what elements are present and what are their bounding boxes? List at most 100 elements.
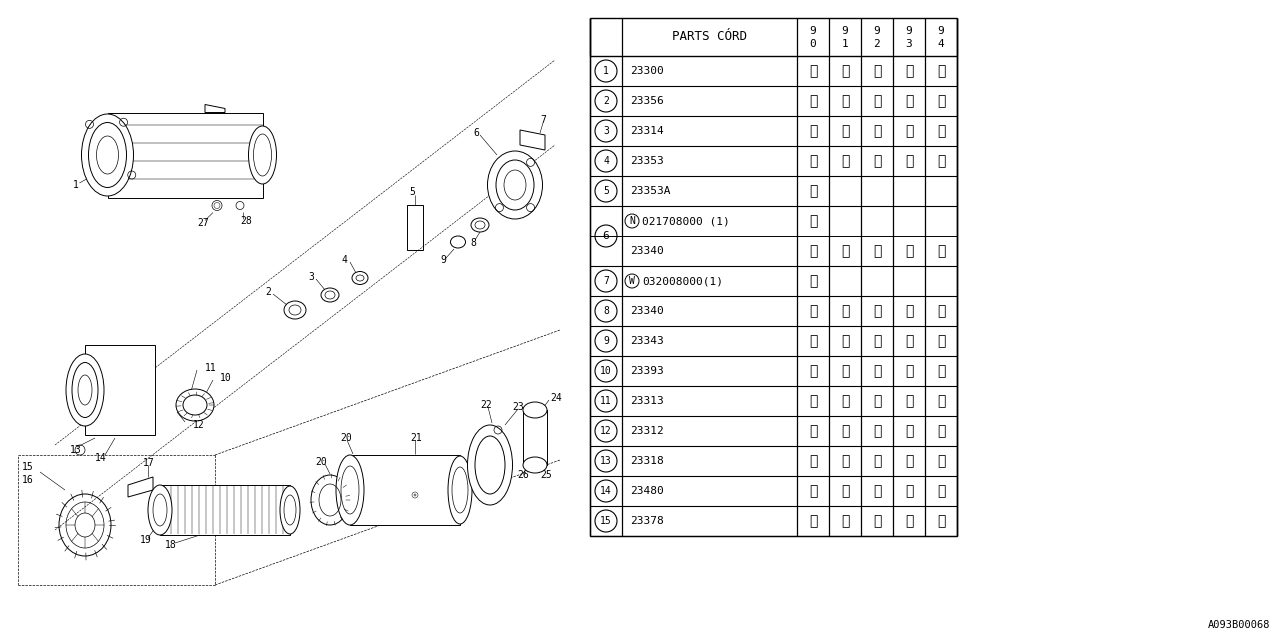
Text: ⁎: ⁎ <box>873 94 881 108</box>
Text: 23340: 23340 <box>630 246 664 256</box>
Text: 28: 28 <box>241 216 252 225</box>
Text: N: N <box>628 216 635 226</box>
FancyBboxPatch shape <box>349 455 460 525</box>
Ellipse shape <box>352 271 369 285</box>
Text: ⁎: ⁎ <box>937 64 945 78</box>
Text: ⁎: ⁎ <box>809 214 817 228</box>
Text: 19: 19 <box>140 535 152 545</box>
Ellipse shape <box>67 354 104 426</box>
Text: ⁎: ⁎ <box>841 154 849 168</box>
Text: ⁎: ⁎ <box>809 394 817 408</box>
Text: 6: 6 <box>474 128 479 138</box>
Text: ⁎: ⁎ <box>937 154 945 168</box>
Text: ⁎: ⁎ <box>937 94 945 108</box>
Ellipse shape <box>335 455 364 525</box>
Text: ⁎: ⁎ <box>841 394 849 408</box>
Text: ⁎: ⁎ <box>937 124 945 138</box>
Ellipse shape <box>524 402 547 418</box>
Text: 25: 25 <box>540 470 552 480</box>
Ellipse shape <box>524 457 547 473</box>
Text: 23353: 23353 <box>630 156 664 166</box>
Text: ⁎: ⁎ <box>841 454 849 468</box>
Text: ⁎: ⁎ <box>905 514 913 528</box>
Text: 13: 13 <box>70 445 82 455</box>
Text: 7: 7 <box>603 276 609 286</box>
Text: ⁎: ⁎ <box>937 424 945 438</box>
Text: ⁎: ⁎ <box>809 364 817 378</box>
Text: 1: 1 <box>842 39 849 49</box>
Text: 8: 8 <box>603 306 609 316</box>
Text: ⁎: ⁎ <box>841 304 849 318</box>
Text: 4: 4 <box>938 39 945 49</box>
Text: 24: 24 <box>550 393 562 403</box>
Text: 2: 2 <box>603 96 609 106</box>
Text: 9: 9 <box>810 26 817 36</box>
Text: ⁎: ⁎ <box>873 364 881 378</box>
Text: 2: 2 <box>265 287 271 297</box>
Text: 15: 15 <box>22 462 33 472</box>
Ellipse shape <box>311 475 349 525</box>
Ellipse shape <box>475 436 506 494</box>
Text: ⁎: ⁎ <box>905 304 913 318</box>
Text: ⁎: ⁎ <box>905 364 913 378</box>
Text: 23313: 23313 <box>630 396 664 406</box>
Text: 12: 12 <box>193 420 205 430</box>
Text: 5: 5 <box>603 186 609 196</box>
Text: 23378: 23378 <box>630 516 664 526</box>
Text: ⁎: ⁎ <box>905 94 913 108</box>
Text: ⁎: ⁎ <box>905 154 913 168</box>
Text: 20: 20 <box>340 433 352 443</box>
Text: W: W <box>628 276 635 286</box>
FancyBboxPatch shape <box>84 345 155 435</box>
Text: ⁎: ⁎ <box>841 244 849 258</box>
Text: 2: 2 <box>874 39 881 49</box>
Text: 15: 15 <box>600 516 612 526</box>
Text: 9: 9 <box>874 26 881 36</box>
Text: ⁎: ⁎ <box>809 514 817 528</box>
Text: ⁎: ⁎ <box>809 94 817 108</box>
Text: ⁎: ⁎ <box>873 124 881 138</box>
Ellipse shape <box>177 389 214 421</box>
Text: 12: 12 <box>600 426 612 436</box>
Text: ⁎: ⁎ <box>873 484 881 498</box>
Ellipse shape <box>148 485 172 535</box>
Text: 17: 17 <box>143 458 155 468</box>
Text: ⁎: ⁎ <box>841 364 849 378</box>
Text: 11: 11 <box>600 396 612 406</box>
FancyBboxPatch shape <box>108 113 262 198</box>
Text: ⁎: ⁎ <box>809 64 817 78</box>
Text: ⁎: ⁎ <box>937 514 945 528</box>
Text: 23356: 23356 <box>630 96 664 106</box>
Text: 8: 8 <box>470 238 476 248</box>
Text: ⁎: ⁎ <box>873 64 881 78</box>
Text: 21: 21 <box>410 433 421 443</box>
Text: ⁎: ⁎ <box>809 244 817 258</box>
Text: 18: 18 <box>165 540 177 550</box>
Text: 27: 27 <box>197 218 209 227</box>
Text: 9: 9 <box>440 255 445 265</box>
Text: ⁎: ⁎ <box>841 94 849 108</box>
Text: 7: 7 <box>540 115 545 125</box>
Text: 23: 23 <box>512 402 524 412</box>
Text: ⁎: ⁎ <box>809 124 817 138</box>
Ellipse shape <box>448 456 472 524</box>
Text: ⁎: ⁎ <box>841 424 849 438</box>
Text: 10: 10 <box>600 366 612 376</box>
Text: 23343: 23343 <box>630 336 664 346</box>
Text: 14: 14 <box>95 453 106 463</box>
Text: 23353A: 23353A <box>630 186 671 196</box>
Text: ⁎: ⁎ <box>809 304 817 318</box>
Text: ⁎: ⁎ <box>937 454 945 468</box>
Text: PARTS CÓRD: PARTS CÓRD <box>672 31 748 44</box>
Ellipse shape <box>82 114 133 196</box>
Text: ⁎: ⁎ <box>841 124 849 138</box>
Text: 9: 9 <box>906 26 913 36</box>
Text: ⁎: ⁎ <box>905 454 913 468</box>
Text: ⁎: ⁎ <box>937 484 945 498</box>
Text: 23340: 23340 <box>630 306 664 316</box>
Text: 4: 4 <box>342 255 348 265</box>
Text: ⁎: ⁎ <box>841 334 849 348</box>
Text: 6: 6 <box>603 231 609 241</box>
Text: ⁎: ⁎ <box>905 424 913 438</box>
Text: ⁎: ⁎ <box>809 334 817 348</box>
